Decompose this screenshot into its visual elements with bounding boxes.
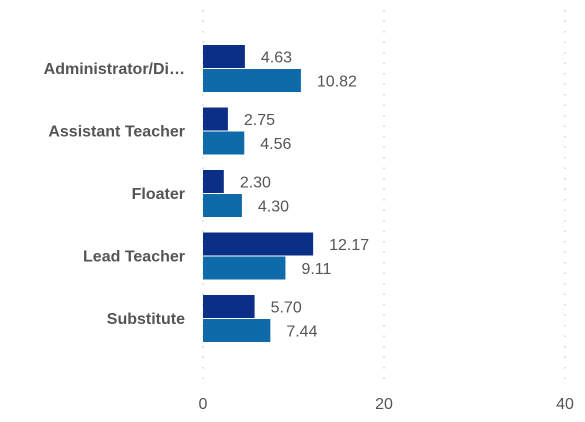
category-label-3: Lead Teacher bbox=[83, 249, 185, 266]
x-tick-label-20: 20 bbox=[375, 396, 393, 413]
value-labels: 4.63 10.82 2.75 4.56 2.30 4.30 12.17 9.11 5.70 7.… bbox=[240, 50, 369, 341]
value-label-1-0: 2.75 bbox=[244, 112, 275, 129]
value-label-0-0: 4.63 bbox=[261, 50, 292, 67]
value-label-4-0: 5.70 bbox=[271, 300, 302, 317]
bar-1-0 bbox=[203, 107, 228, 131]
x-tick-label-0: 0 bbox=[199, 396, 208, 413]
bar-2-0 bbox=[203, 170, 224, 193]
bar-3-0 bbox=[203, 232, 314, 256]
bar-1-1 bbox=[203, 131, 245, 155]
bar-3-1 bbox=[203, 256, 286, 280]
bar-0-1 bbox=[203, 69, 301, 92]
bar-4-1 bbox=[203, 319, 271, 342]
value-label-0-1: 10.82 bbox=[317, 74, 357, 91]
category-label-1: Assistant Teacher bbox=[48, 124, 185, 141]
category-label-4: Substitute bbox=[107, 311, 185, 328]
category-label-0: Administrator/Di… bbox=[44, 61, 185, 78]
value-label-1-1: 4.56 bbox=[260, 136, 291, 153]
x-tick-label-40: 40 bbox=[556, 396, 574, 413]
x-tick-labels: 0 20 40 bbox=[199, 396, 574, 413]
category-label-2: Floater bbox=[132, 186, 185, 203]
bar-2-1 bbox=[203, 194, 242, 217]
value-label-2-1: 4.30 bbox=[258, 199, 289, 216]
value-label-4-1: 7.44 bbox=[286, 324, 317, 341]
category-labels: Administrator/Di… Assistant Teacher Floate… bbox=[44, 61, 185, 328]
value-label-3-0: 12.17 bbox=[329, 237, 369, 254]
value-label-3-1: 9.11 bbox=[301, 261, 331, 278]
bars bbox=[203, 45, 314, 342]
bar-0-0 bbox=[203, 45, 245, 68]
value-label-2-0: 2.30 bbox=[240, 175, 271, 192]
bar-4-0 bbox=[203, 295, 255, 318]
